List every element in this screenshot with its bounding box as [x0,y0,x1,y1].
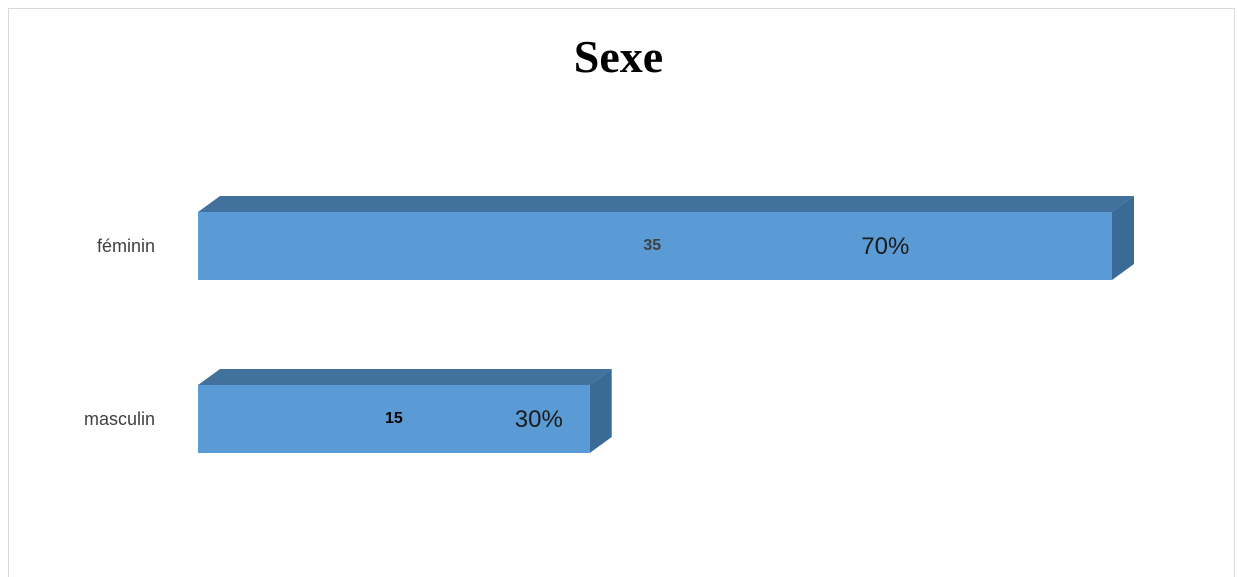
category-label-masculin: masculin [84,409,155,429]
count-label-masculin: 15 [385,410,403,427]
bar-feminin [198,212,1112,280]
bar-top-feminin [198,196,1134,212]
bar-side-masculin [589,369,612,453]
percent-label-masculin: 30% [515,406,563,433]
count-label-feminin: 35 [643,237,661,254]
chart-frame [8,8,1235,577]
bar-top-masculin [198,369,612,385]
percent-label-feminin: 70% [861,233,909,260]
bar-side-feminin [1112,196,1134,280]
chart-title: Sexe [573,31,664,82]
bar-masculin [198,385,590,453]
category-label-feminin: féminin [97,236,155,256]
